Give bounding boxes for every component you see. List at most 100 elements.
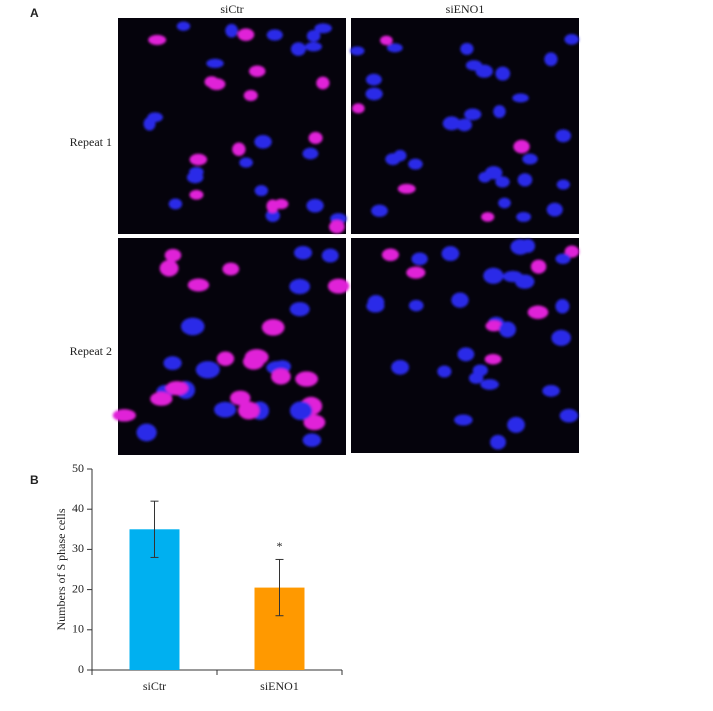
cell <box>295 371 318 387</box>
error-bar <box>150 500 159 558</box>
cell <box>480 379 499 390</box>
cell <box>254 185 269 197</box>
cell <box>530 259 547 274</box>
cell <box>308 131 323 145</box>
cell <box>290 42 306 56</box>
cell <box>542 384 560 397</box>
cell <box>495 176 510 188</box>
cell <box>266 29 283 41</box>
cell <box>164 248 182 262</box>
cell <box>261 319 285 336</box>
cell <box>385 153 401 166</box>
cell <box>254 135 272 149</box>
micrograph <box>118 18 346 234</box>
cell <box>483 267 504 284</box>
cell <box>204 76 219 88</box>
cells <box>350 34 579 222</box>
cell <box>555 298 570 314</box>
cell <box>273 198 289 210</box>
cell <box>365 87 383 101</box>
panel-label: B <box>30 473 39 487</box>
y-tick-label: 0 <box>78 662 84 676</box>
cell <box>249 65 266 77</box>
cell <box>230 390 251 406</box>
cell <box>411 252 428 266</box>
cell <box>460 42 474 55</box>
cell <box>555 253 571 265</box>
panel-label: A <box>30 6 39 20</box>
cell <box>316 76 330 90</box>
cell <box>380 35 393 46</box>
cell <box>498 197 511 209</box>
cell <box>242 353 265 370</box>
cell <box>391 360 410 375</box>
cell <box>195 361 220 379</box>
cell <box>365 73 382 86</box>
cell <box>544 52 558 67</box>
cell <box>464 108 482 121</box>
cell <box>564 245 580 258</box>
cell <box>232 142 246 157</box>
cell <box>271 368 291 385</box>
cell <box>495 66 511 81</box>
cell <box>187 278 210 292</box>
cell <box>289 302 310 317</box>
cell <box>243 90 258 101</box>
y-tick-label: 30 <box>72 541 84 555</box>
cell <box>513 139 530 154</box>
cell <box>214 401 237 418</box>
cell <box>176 21 191 31</box>
cell <box>442 116 461 131</box>
cell <box>559 408 579 423</box>
cell <box>454 414 473 426</box>
cells <box>112 245 350 447</box>
cell <box>451 292 469 308</box>
cell <box>408 158 423 170</box>
cell <box>381 248 399 262</box>
micrographs <box>112 18 580 455</box>
cell <box>457 347 475 362</box>
cell <box>328 220 345 234</box>
cell <box>406 266 426 279</box>
cell <box>437 365 452 378</box>
cell <box>150 391 173 406</box>
cell <box>352 103 365 114</box>
cell <box>556 179 570 190</box>
cell <box>441 246 460 262</box>
y-tick-label: 50 <box>72 461 84 475</box>
cell <box>222 262 240 276</box>
cell <box>485 320 503 332</box>
cell <box>371 204 388 217</box>
significance: * <box>277 539 283 553</box>
cell <box>165 381 189 396</box>
cell <box>293 245 313 260</box>
cell <box>493 105 506 118</box>
cell <box>490 434 506 450</box>
x-tick-label: siCtr <box>143 679 166 693</box>
cell <box>397 183 416 194</box>
cell <box>517 173 533 187</box>
cell <box>189 189 204 200</box>
cell <box>189 153 208 166</box>
cell <box>551 329 571 346</box>
cell <box>239 157 253 168</box>
cell <box>520 239 536 253</box>
cell <box>136 423 157 442</box>
y-tick-label: 20 <box>72 581 84 595</box>
cell <box>502 270 523 283</box>
cell <box>159 260 179 277</box>
cell <box>527 305 549 320</box>
y-axis-title: Numbers of S phase cells <box>54 508 68 630</box>
cell <box>305 41 323 52</box>
cell <box>475 64 493 78</box>
cell <box>367 294 385 310</box>
cell <box>168 198 183 210</box>
cell <box>148 34 167 45</box>
cell <box>225 23 238 38</box>
row-label: Repeat 2 <box>70 344 112 358</box>
cell <box>456 118 473 132</box>
cell <box>306 198 324 213</box>
cell <box>237 28 255 41</box>
cell <box>238 401 260 420</box>
